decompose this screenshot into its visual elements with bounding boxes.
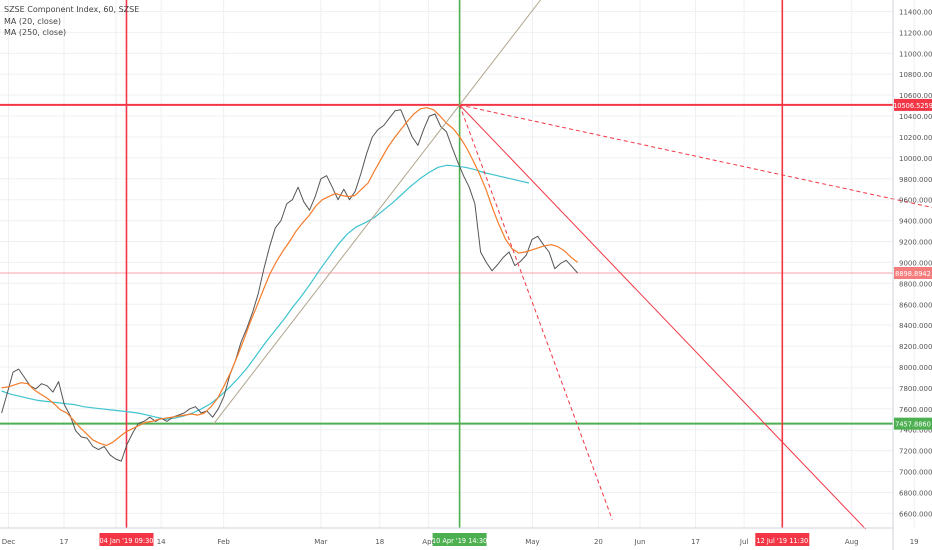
x-tick-label: 18	[375, 538, 384, 546]
y-tick-label: 10400.0000	[899, 113, 932, 121]
downtrend-line	[459, 104, 613, 520]
gridlines	[0, 0, 915, 528]
target-date-label: 12 Jul '19 11:30	[756, 537, 808, 545]
y-tick-label: 8400.0000	[899, 322, 932, 330]
x-tick-label: Jun	[634, 538, 646, 546]
x-tick-label: Aug	[845, 538, 859, 546]
x-tick-label: 20	[594, 538, 603, 546]
ma20-line	[1, 107, 578, 446]
legend-ma-short: MA (20, close)	[4, 16, 62, 26]
current-price-label: 8898.8942	[895, 270, 931, 278]
high-price-label: 10506.5259	[893, 102, 932, 110]
legend-ma-long: MA (250, close)	[4, 28, 67, 37]
legend-series-title: SZSE Component Index, 60, SZSE	[4, 5, 140, 14]
low-price-label-bg	[894, 417, 932, 430]
y-tick-label: 10200.0000	[899, 134, 932, 142]
y-tick-label: 9400.0000	[899, 218, 932, 226]
price-labels: 10506.5259 8898.8942 7457.8860 04 Jan '19 0…	[99, 98, 932, 546]
y-tick-label: 6800.0000	[899, 489, 932, 497]
y-tick-label: 7200.0000	[899, 448, 932, 456]
x-tick-label: Mar	[314, 538, 327, 546]
y-tick-label: 10600.0000	[899, 92, 932, 100]
level-lines	[0, 0, 893, 528]
x-tick-label: 19	[910, 538, 919, 546]
trend-lines	[212, 0, 932, 530]
target-date-label-bg	[755, 533, 810, 546]
uptrend-extension	[459, 0, 541, 106]
x-tick-label: May	[525, 538, 539, 546]
y-tick-label: 8200.0000	[899, 343, 932, 351]
low-price-label: 7457.8860	[895, 421, 931, 429]
ma250-line	[1, 164, 530, 420]
x-tick-label: Feb	[217, 538, 230, 546]
chart-legend: SZSE Component Index, 60, SZSE MA (20, c…	[4, 4, 139, 39]
x-tick-label: Dec	[2, 538, 16, 546]
series-lines	[1, 107, 578, 462]
peak-date-label-bg	[432, 533, 487, 546]
y-tick-label: 11200.0000	[899, 29, 932, 37]
low-date-label: 04 Jan '19 09:30	[99, 537, 153, 545]
y-tick-label: 8600.0000	[899, 301, 932, 309]
y-tick-label: 7400.0000	[899, 427, 932, 435]
uptrend-line	[212, 104, 460, 425]
y-tick-label: 7800.0000	[899, 385, 932, 393]
y-tick-label: 9800.0000	[899, 176, 932, 184]
peak-date-label: 10 Apr '19 14:30	[432, 537, 487, 545]
y-tick-label: 8800.0000	[899, 280, 932, 288]
y-tick-label: 10000.0000	[899, 155, 932, 163]
low-date-label-bg	[99, 533, 154, 546]
x-tick-label: 17	[691, 538, 700, 546]
y-tick-label: 7600.0000	[899, 406, 932, 414]
y-tick-label: 8000.0000	[899, 364, 932, 372]
y-tick-label: 6600.0000	[899, 510, 932, 518]
y-tick-label: 9600.0000	[899, 197, 932, 205]
y-tick-label: 11400.0000	[899, 9, 932, 17]
y-tick-label: 9000.0000	[899, 259, 932, 267]
x-tick-label: Jul	[739, 538, 749, 546]
y-tick-label: 11000.0000	[899, 50, 932, 58]
y-tick-label: 7000.0000	[899, 469, 932, 477]
current-price-label-bg	[894, 267, 932, 280]
x-tick-label: 17	[60, 538, 69, 546]
downtrend-line	[459, 104, 866, 530]
high-price-label-bg	[894, 98, 932, 111]
y-tick-label: 10800.0000	[899, 71, 932, 79]
price-line	[1, 109, 578, 462]
y-tick-label: 9200.0000	[899, 239, 932, 247]
x-tick-label: 14	[157, 538, 166, 546]
x-tick-label: Apr	[422, 538, 434, 546]
